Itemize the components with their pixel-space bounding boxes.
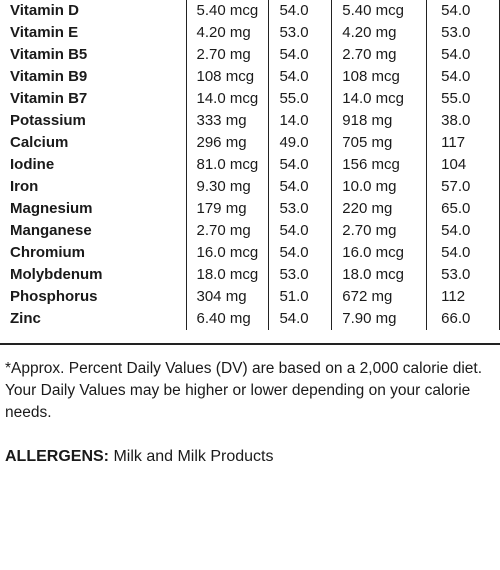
nutrient-daily-value-alt: 53.0 xyxy=(426,22,500,44)
nutrient-name: Iron xyxy=(10,178,39,195)
nutrient-daily-value-alt: 54.0 xyxy=(426,242,500,264)
nutrient-daily-value: 53.0 xyxy=(268,198,332,220)
nutrient-name: Vitamin D xyxy=(10,2,79,19)
nutrient-name: Phosphorus xyxy=(10,288,98,305)
nutrient-daily-value-alt: 54.0 xyxy=(426,66,500,88)
nutrient-row: Vitamin B7 14.0 mcg 55.0 14.0 mcg 55.0 xyxy=(0,88,500,110)
nutrient-daily-value-alt: 117 xyxy=(426,132,500,154)
nutrient-name: Vitamin E xyxy=(10,24,79,41)
nutrient-row: Zinc 6.40 mg 54.0 7.90 mg 66.0 xyxy=(0,308,500,330)
nutrient-name: Chromium xyxy=(10,244,85,261)
nutrient-amount-alt: 7.90 mg xyxy=(331,308,427,330)
nutrient-row: Calcium 296 mg 49.0 705 mg 117 xyxy=(0,132,500,154)
nutrient-amount: 9.30 mg xyxy=(185,176,269,198)
nutrient-amount: 4.20 mg xyxy=(185,22,269,44)
nutrient-daily-value-alt: 57.0 xyxy=(426,176,500,198)
nutrient-daily-value-alt: 65.0 xyxy=(426,198,500,220)
nutrient-name: Magnesium xyxy=(10,200,93,217)
nutrient-name: Vitamin B9 xyxy=(10,68,88,85)
nutrient-daily-value-alt: 112 xyxy=(426,286,500,308)
nutrient-daily-value-alt: 54.0 xyxy=(426,220,500,242)
nutrient-daily-value-alt: 54.0 xyxy=(426,0,500,22)
nutrient-daily-value: 54.0 xyxy=(268,308,332,330)
nutrient-daily-value: 14.0 xyxy=(268,110,332,132)
nutrient-amount-alt: 220 mg xyxy=(331,198,427,220)
nutrient-daily-value: 51.0 xyxy=(268,286,332,308)
nutrient-daily-value: 54.0 xyxy=(268,242,332,264)
nutrient-amount: 81.0 mcg xyxy=(185,154,269,176)
nutrient-row: Potassium 333 mg 14.0 918 mg 38.0 xyxy=(0,110,500,132)
nutrient-row: Manganese 2.70 mg 54.0 2.70 mg 54.0 xyxy=(0,220,500,242)
nutrient-amount: 333 mg xyxy=(185,110,269,132)
nutrient-row: Vitamin B5 2.70 mg 54.0 2.70 mg 54.0 xyxy=(0,44,500,66)
nutrient-name: Vitamin B5 xyxy=(10,46,88,63)
nutrient-amount-alt: 4.20 mg xyxy=(331,22,427,44)
nutrient-name: Vitamin B7 xyxy=(10,90,88,107)
nutrient-row: Magnesium 179 mg 53.0 220 mg 65.0 xyxy=(0,198,500,220)
nutrient-row: Vitamin D 5.40 mcg 54.0 5.40 mcg 54.0 xyxy=(0,0,500,22)
nutrient-amount-alt: 10.0 mg xyxy=(331,176,427,198)
nutrient-amount-alt: 2.70 mg xyxy=(331,44,427,66)
nutrient-amount-alt: 2.70 mg xyxy=(331,220,427,242)
nutrient-daily-value: 54.0 xyxy=(268,0,332,22)
nutrient-daily-value-alt: 55.0 xyxy=(426,88,500,110)
allergens-value: Milk and Milk Products xyxy=(113,448,274,465)
nutrient-row: Vitamin B9 108 mcg 54.0 108 mcg 54.0 xyxy=(0,66,500,88)
nutrient-daily-value: 53.0 xyxy=(268,22,332,44)
daily-value-footnote: *Approx. Percent Daily Values (DV) are b… xyxy=(5,360,483,421)
nutrient-row: Phosphorus 304 mg 51.0 672 mg 112 xyxy=(0,286,500,308)
nutrient-name: Zinc xyxy=(10,310,41,327)
nutrient-daily-value-alt: 38.0 xyxy=(426,110,500,132)
nutrient-daily-value: 54.0 xyxy=(268,176,332,198)
nutrient-daily-value: 55.0 xyxy=(268,88,332,110)
nutrient-amount: 5.40 mcg xyxy=(185,0,269,22)
nutrient-amount: 14.0 mcg xyxy=(185,88,269,110)
nutrient-row: Molybdenum 18.0 mcg 53.0 18.0 mcg 53.0 xyxy=(0,264,500,286)
nutrient-amount-alt: 672 mg xyxy=(331,286,427,308)
nutrient-amount: 16.0 mcg xyxy=(185,242,269,264)
nutrient-amount-alt: 108 mcg xyxy=(331,66,427,88)
nutrient-daily-value-alt: 53.0 xyxy=(426,264,500,286)
nutrient-amount: 2.70 mg xyxy=(185,44,269,66)
nutrient-row: Iron 9.30 mg 54.0 10.0 mg 57.0 xyxy=(0,176,500,198)
nutrient-daily-value-alt: 54.0 xyxy=(426,44,500,66)
nutrient-table: Vitamin D 5.40 mcg 54.0 5.40 mcg 54.0 Vitamin… xyxy=(0,0,500,330)
nutrient-row: Vitamin E 4.20 mg 53.0 4.20 mg 53.0 xyxy=(0,22,500,44)
nutrient-table-body: Vitamin D 5.40 mcg 54.0 5.40 mcg 54.0 Vitamin… xyxy=(0,0,500,330)
nutrient-amount-alt: 918 mg xyxy=(331,110,427,132)
nutrient-amount-alt: 705 mg xyxy=(331,132,427,154)
nutrient-name: Manganese xyxy=(10,222,92,239)
allergens-statement: ALLERGENS: Milk and Milk Products xyxy=(5,446,495,468)
nutrient-name: Potassium xyxy=(10,112,86,129)
nutrient-row: Chromium 16.0 mcg 54.0 16.0 mcg 54.0 xyxy=(0,242,500,264)
nutrient-daily-value: 49.0 xyxy=(268,132,332,154)
nutrient-amount-alt: 5.40 mcg xyxy=(331,0,427,22)
nutrient-amount: 304 mg xyxy=(185,286,269,308)
nutrient-daily-value: 54.0 xyxy=(268,220,332,242)
nutrient-name: Calcium xyxy=(10,134,69,151)
nutrient-amount: 296 mg xyxy=(185,132,269,154)
nutrient-amount: 179 mg xyxy=(185,198,269,220)
nutrient-amount-alt: 14.0 mcg xyxy=(331,88,427,110)
nutrient-daily-value-alt: 66.0 xyxy=(426,308,500,330)
nutrient-daily-value: 53.0 xyxy=(268,264,332,286)
allergens-label: ALLERGENS: xyxy=(5,448,109,465)
nutrient-amount-alt: 156 mcg xyxy=(331,154,427,176)
table-bottom-rule xyxy=(0,343,500,345)
nutrient-row: Iodine 81.0 mcg 54.0 156 mcg 104 xyxy=(0,154,500,176)
nutrient-name: Molybdenum xyxy=(10,266,103,283)
nutrient-amount-alt: 18.0 mcg xyxy=(331,264,427,286)
nutrient-daily-value: 54.0 xyxy=(268,66,332,88)
nutrient-amount: 2.70 mg xyxy=(185,220,269,242)
nutrient-daily-value: 54.0 xyxy=(268,154,332,176)
nutrient-daily-value: 54.0 xyxy=(268,44,332,66)
nutrient-amount-alt: 16.0 mcg xyxy=(331,242,427,264)
nutrient-name: Iodine xyxy=(10,156,55,173)
nutrient-amount: 18.0 mcg xyxy=(185,264,269,286)
nutrient-daily-value-alt: 104 xyxy=(426,154,500,176)
nutrient-amount: 6.40 mg xyxy=(185,308,269,330)
nutrient-amount: 108 mcg xyxy=(185,66,269,88)
